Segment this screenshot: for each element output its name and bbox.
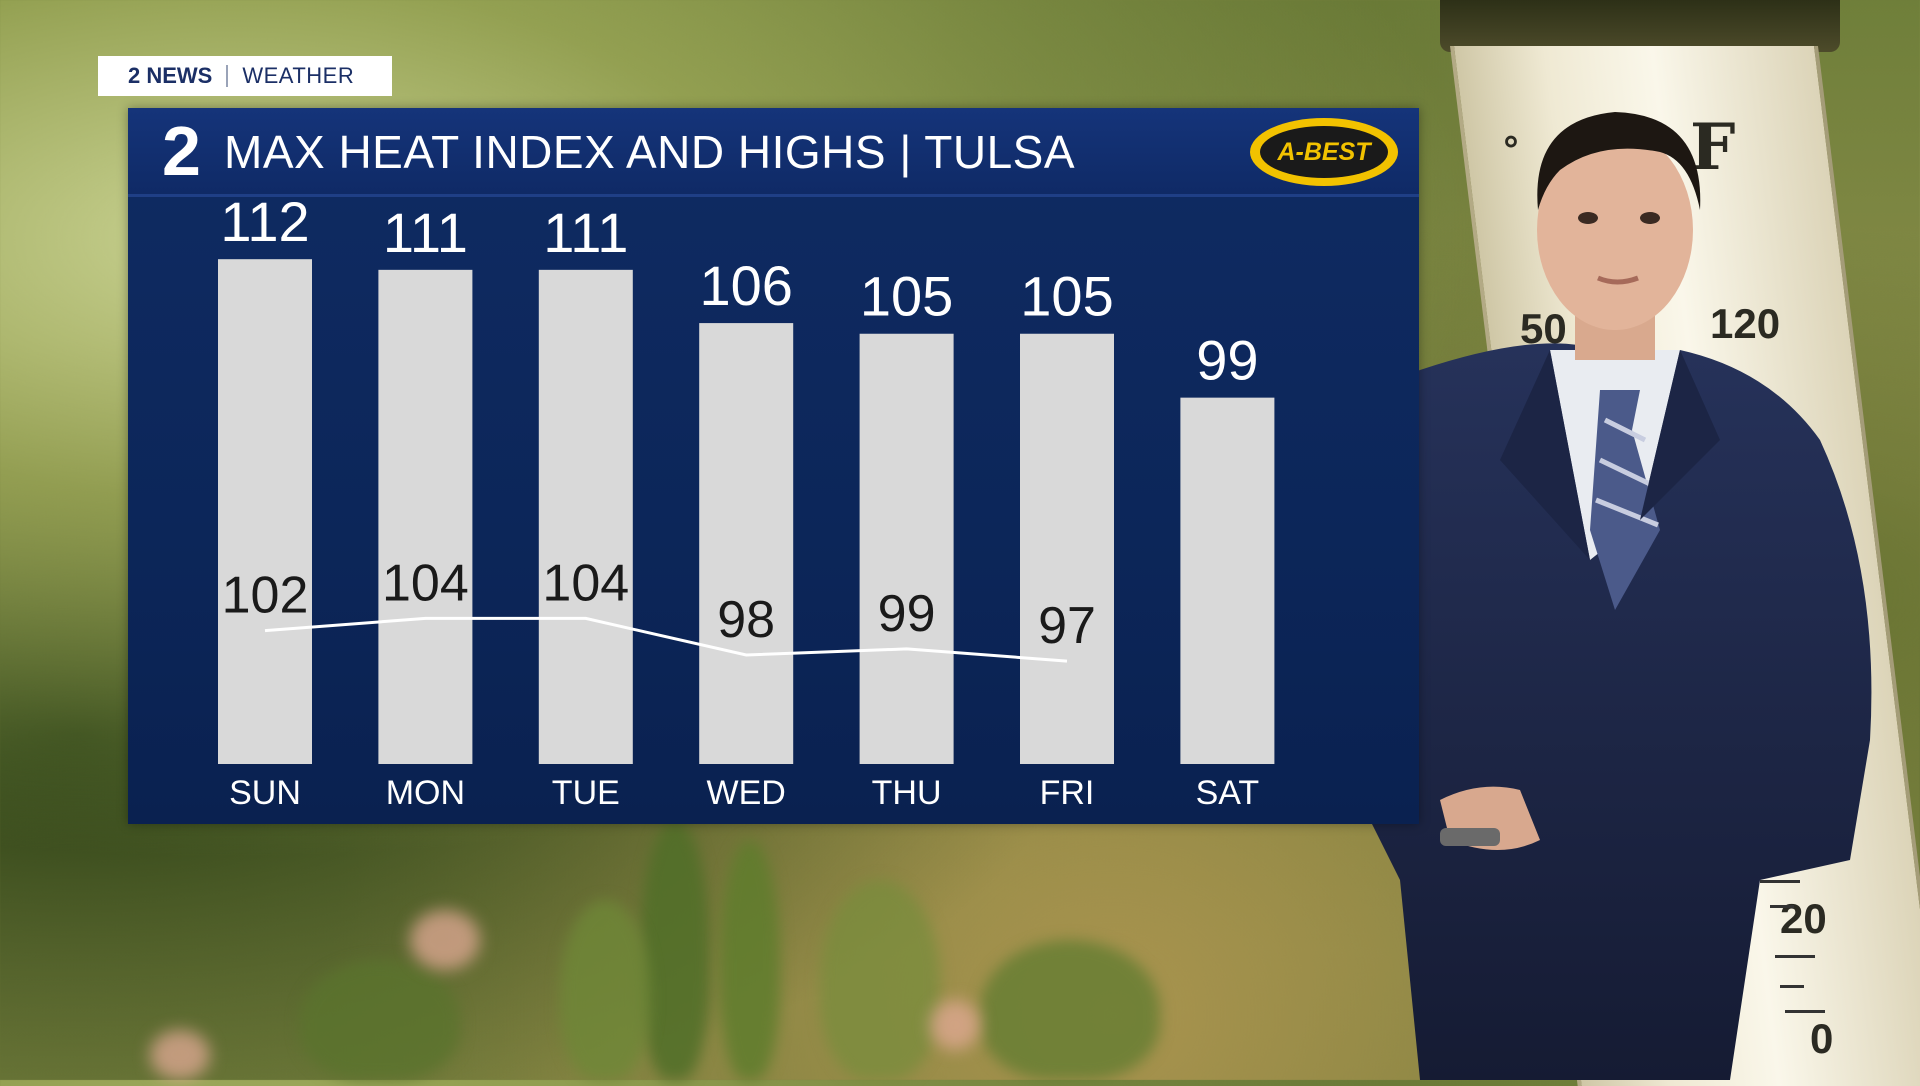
- plant-blur: [300, 960, 460, 1080]
- bar-value-label: 111: [543, 201, 628, 264]
- line-value-label: 99: [878, 585, 936, 643]
- thermometer-tick: [1775, 955, 1815, 958]
- plant-blur: [720, 840, 780, 1080]
- bar-value-label: 105: [1020, 265, 1113, 328]
- thermometer-tick: [1770, 905, 1794, 908]
- bar-wed: [699, 323, 794, 764]
- flower-blur: [930, 1000, 980, 1050]
- bar-tue: [538, 269, 633, 764]
- thermometer-tick: [1780, 985, 1804, 988]
- plant-blur: [640, 820, 710, 1080]
- flower-blur: [410, 910, 480, 970]
- sponsor-logo: A-BEST: [1250, 118, 1398, 186]
- plant-blur: [820, 880, 940, 1080]
- plant-blur: [560, 900, 650, 1080]
- bar-fri: [1020, 333, 1114, 764]
- thermometer-label-20: 20: [1780, 895, 1827, 942]
- category-label: THU: [872, 774, 942, 812]
- presenter-tie: [1590, 390, 1660, 610]
- thermometer-tick: [1760, 880, 1800, 883]
- heat-index-chart: 112 SUN 111 MON 111 TUE 106 WED 105 THU 105 FRI 99 SA…: [218, 190, 1275, 812]
- presenter-hair: [1537, 112, 1701, 210]
- bar-value-label: 111: [383, 201, 468, 264]
- bar-value-label: 112: [220, 190, 309, 253]
- presenter-head: [1537, 130, 1693, 330]
- brand-tag-station: 2 NEWS: [128, 63, 213, 88]
- bar-thu: [859, 333, 954, 764]
- bar-sat: [1180, 397, 1275, 764]
- chart-title-bar: 2 MAX HEAT INDEX AND HIGHS | TULSA A-BES…: [128, 108, 1419, 197]
- category-label: WED: [707, 774, 786, 812]
- brand-tag-section: WEATHER: [242, 63, 355, 88]
- thermometer-unit-label: F: [1690, 110, 1736, 185]
- flower-blur: [150, 1030, 210, 1080]
- category-label: FRI: [1040, 774, 1095, 812]
- bar-sun: [218, 259, 312, 764]
- brand-tag: 2 NEWS WEATHER: [98, 56, 392, 96]
- category-label: SUN: [229, 774, 301, 812]
- line-value-label: 98: [717, 591, 775, 649]
- thermometer-degree-label: °: [1502, 130, 1520, 172]
- line-value-label: 104: [542, 554, 629, 612]
- category-label: MON: [386, 774, 465, 812]
- line-value-label: 102: [222, 567, 309, 625]
- svg-text:A-BEST: A-BEST: [1276, 138, 1373, 166]
- station-logo: 2: [162, 112, 201, 190]
- thermometer-tick: [1785, 1010, 1825, 1013]
- bar-value-label: 105: [860, 265, 953, 328]
- bar-value-label: 106: [699, 254, 792, 317]
- category-label: SAT: [1196, 774, 1260, 812]
- chart-panel: 112 SUN 111 MON 111 TUE 106 WED 105 THU 105 FRI 99 SA…: [128, 108, 1419, 824]
- chart-title: MAX HEAT INDEX AND HIGHS | TULSA: [224, 126, 1076, 178]
- presenter-clicker: [1440, 828, 1500, 846]
- line-value-label: 97: [1038, 597, 1096, 655]
- category-label: TUE: [552, 774, 620, 812]
- line-value-label: 104: [382, 554, 469, 612]
- thermometer-label-120: 120: [1710, 300, 1781, 347]
- thermometer-cap: [1440, 0, 1840, 52]
- brand-tag-divider: [226, 65, 229, 87]
- plant-blur: [980, 940, 1160, 1080]
- bar-mon: [378, 269, 473, 764]
- bar-value-label: 99: [1196, 329, 1258, 392]
- heat-index-line: [264, 616, 1068, 663]
- thermometer-label-0: 0: [1810, 1015, 1834, 1062]
